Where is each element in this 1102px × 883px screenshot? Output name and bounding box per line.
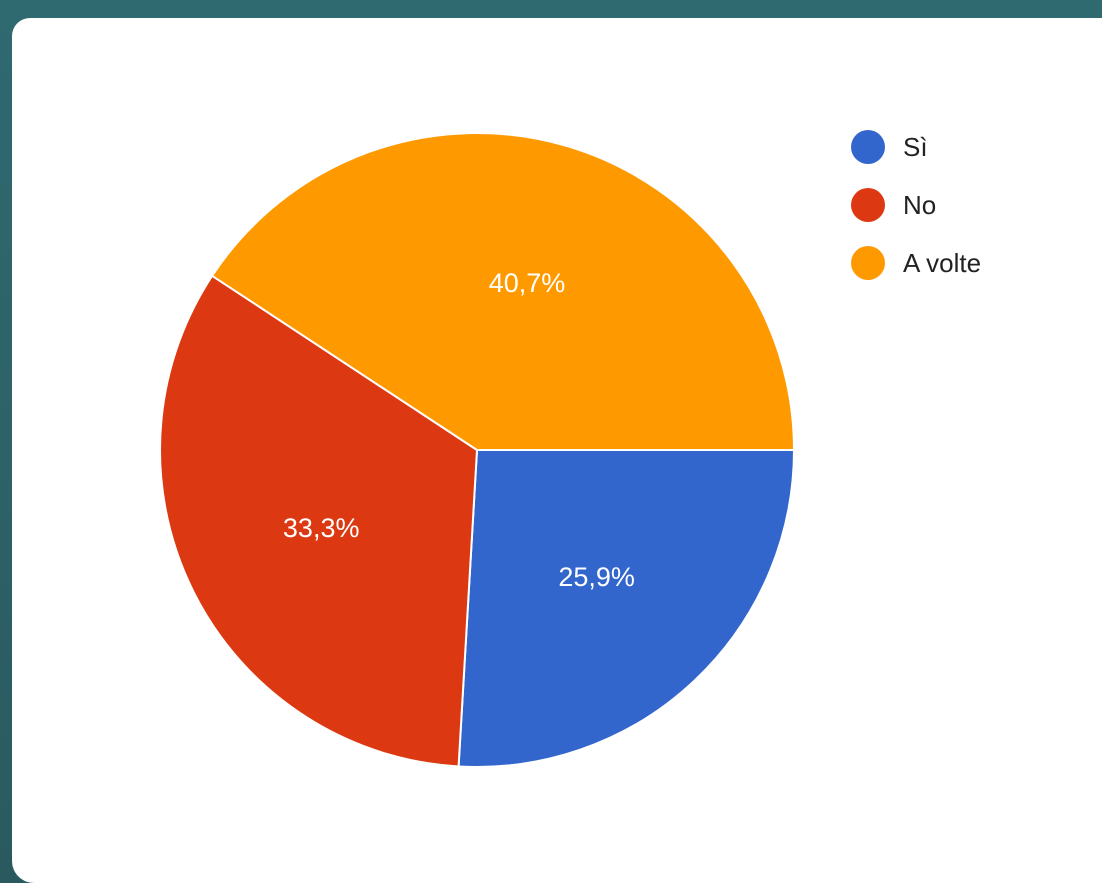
legend-label-si: Sì xyxy=(903,132,928,162)
legend-item-si[interactable]: Sì xyxy=(851,130,928,164)
legend-label-a-volte: A volte xyxy=(903,248,981,278)
legend-item-a-volte[interactable]: A volte xyxy=(851,246,981,280)
pie-slice-a-volte[interactable] xyxy=(210,132,796,451)
pie-slice-labels: 25,9% 33,3% 40,7% xyxy=(283,268,635,592)
legend-marker-si xyxy=(851,130,885,164)
slice-label-si: 25,9% xyxy=(558,562,635,592)
pie-slices xyxy=(159,132,796,768)
slice-label-a-volte: 40,7% xyxy=(489,268,566,298)
legend-marker-a-volte xyxy=(851,246,885,280)
legend-label-no: No xyxy=(903,190,936,220)
legend-marker-no xyxy=(851,188,885,222)
legend-item-no[interactable]: No xyxy=(851,188,936,222)
pie-slice-si[interactable] xyxy=(457,449,796,768)
slice-label-no: 33,3% xyxy=(283,513,360,543)
legend: Sì No A volte xyxy=(851,130,981,280)
